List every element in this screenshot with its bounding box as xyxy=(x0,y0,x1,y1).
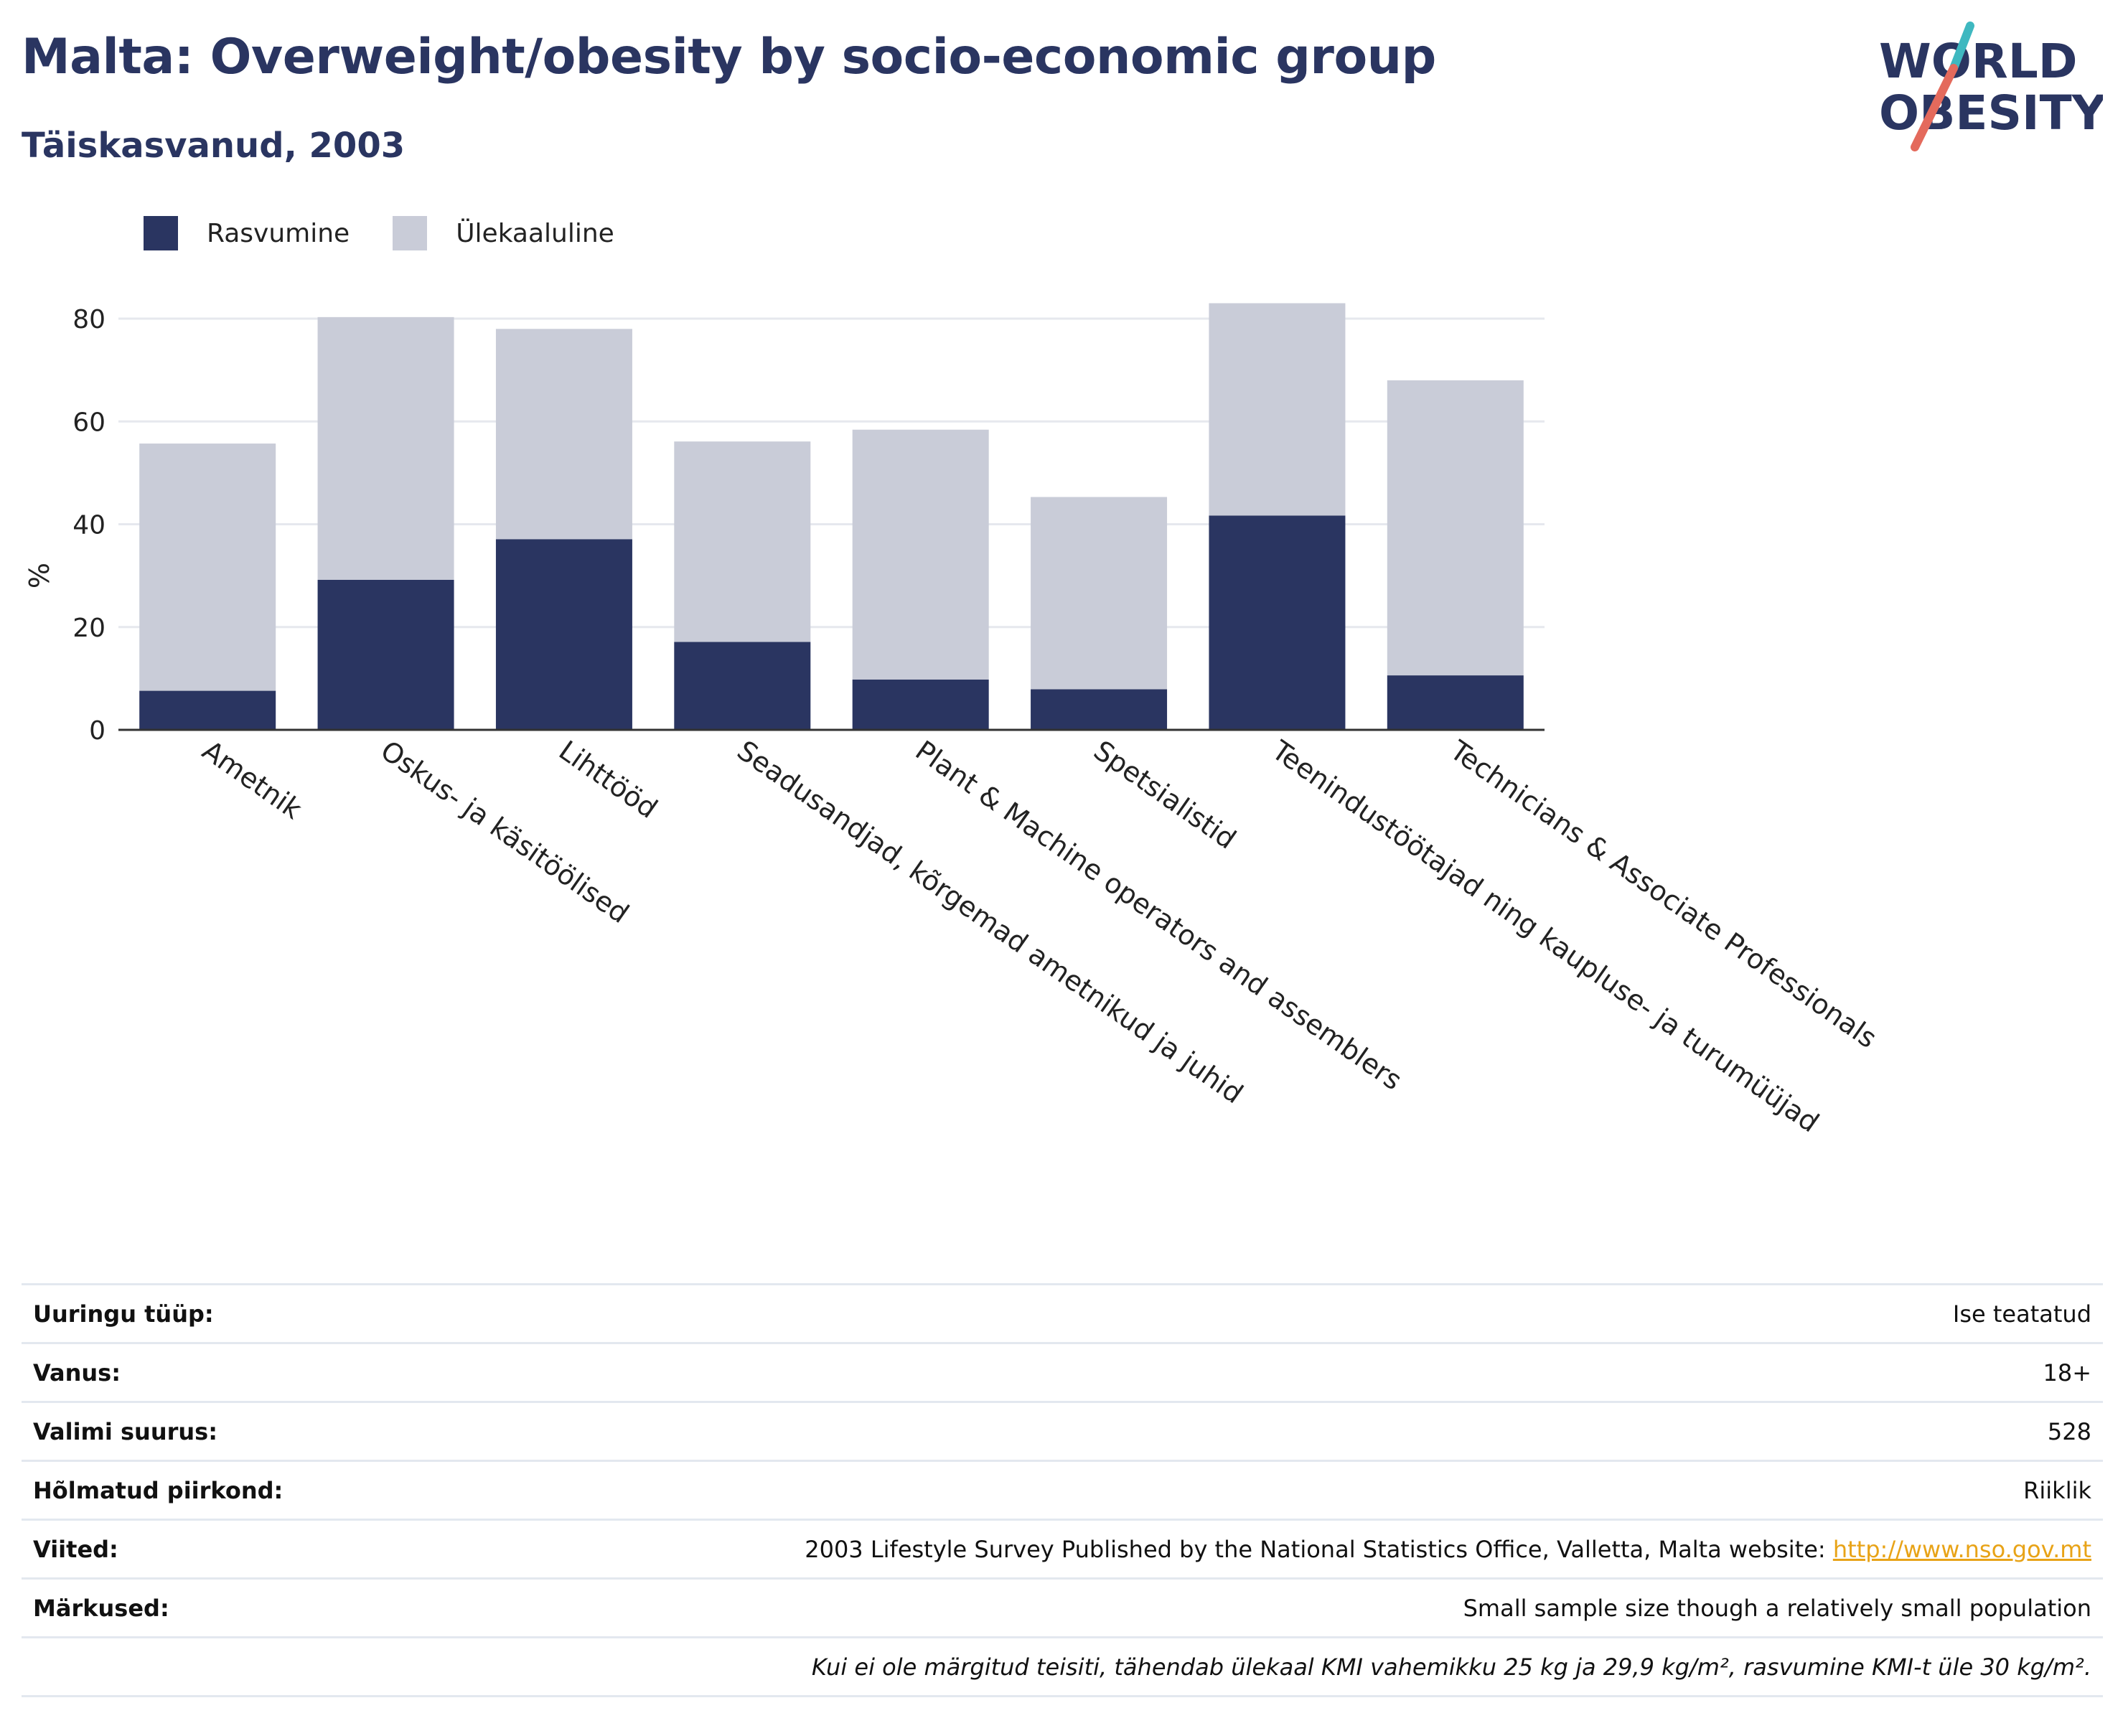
info-row-notes: Märkused: Small sample size though a rel… xyxy=(22,1578,2103,1638)
chart-title: Malta: Overweight/obesity by socio-econo… xyxy=(22,29,1436,85)
info-row-references: Viited: 2003 Lifestyle Survey Published … xyxy=(22,1519,2103,1579)
info-key: Märkused: xyxy=(33,1594,169,1622)
info-key: Uuringu tüüp: xyxy=(33,1300,214,1328)
bar-obesity xyxy=(139,690,276,730)
info-row-area-covered: Hõlmatud piirkond: Riiklik xyxy=(22,1460,2103,1520)
info-key: Valimi suurus: xyxy=(33,1417,218,1445)
info-key: Vanus: xyxy=(33,1359,121,1387)
bar-obesity xyxy=(317,579,454,730)
chart-subtitle: Täiskasvanud, 2003 xyxy=(22,126,406,166)
references-text: 2003 Lifestyle Survey Published by the N… xyxy=(805,1535,1833,1563)
info-key: Viited: xyxy=(33,1535,118,1563)
info-value: 18+ xyxy=(2043,1359,2091,1387)
bar-obesity xyxy=(1031,689,1168,730)
info-key: Hõlmatud piirkond: xyxy=(33,1476,283,1504)
bar-obesity xyxy=(1209,515,1346,730)
info-row-age: Vanus: 18+ xyxy=(22,1343,2103,1402)
legend-label-overweight: Ülekaaluline xyxy=(456,218,614,248)
legend-item-obesity[interactable]: Rasvumine xyxy=(144,216,350,250)
legend-swatch-obesity xyxy=(144,216,178,250)
bar-obesity xyxy=(852,679,989,730)
bar-overweight xyxy=(1031,497,1168,690)
info-row-footnote: Kui ei ole märgitud teisiti, tähendab ül… xyxy=(22,1637,2103,1697)
bar-obesity xyxy=(674,642,811,730)
logo-slash-bottom xyxy=(1911,64,1958,151)
info-value: 528 xyxy=(2047,1417,2091,1445)
x-tick-label: Ametnik xyxy=(197,734,308,825)
references-link[interactable]: http://www.nso.gov.mt xyxy=(1832,1535,2091,1563)
bar-overweight xyxy=(495,329,632,540)
bar-overweight xyxy=(852,429,989,680)
bar-overweight xyxy=(1387,380,1524,676)
y-tick-label: 80 xyxy=(72,305,106,334)
world-obesity-logo: WORLD OBESITY xyxy=(1879,22,2103,151)
info-value: Small sample size though a relatively sm… xyxy=(1463,1594,2091,1622)
y-tick-label: 20 xyxy=(72,614,106,643)
footnote: Kui ei ole märgitud teisiti, tähendab ül… xyxy=(811,1653,2091,1681)
info-value: 2003 Lifestyle Survey Published by the N… xyxy=(371,1520,2103,1579)
bar-obesity xyxy=(495,539,632,730)
legend-label-obesity: Rasvumine xyxy=(207,218,350,248)
chart-legend: Rasvumine Ülekaaluline xyxy=(144,212,657,255)
y-tick-label: 40 xyxy=(72,511,106,540)
legend-swatch-overweight xyxy=(393,216,428,250)
info-value: Riiklik xyxy=(2023,1476,2091,1504)
info-table: Uuringu tüüp: Ise teatatud Vanus: 18+ Va… xyxy=(22,1283,2103,1697)
bar-overweight xyxy=(317,316,454,580)
logo-slash-top xyxy=(1949,22,1974,72)
logo-text-world: WORLD xyxy=(1879,34,2078,89)
bar-obesity xyxy=(1387,675,1524,730)
y-tick-label: 0 xyxy=(89,716,106,746)
bar-overweight xyxy=(139,444,276,691)
info-row-survey-type: Uuringu tüüp: Ise teatatud xyxy=(22,1284,2103,1343)
y-tick-label: 60 xyxy=(72,408,106,437)
info-value: Ise teatatud xyxy=(1952,1300,2091,1328)
x-tick-label: Spetsialistid xyxy=(1088,734,1242,855)
bar-overweight xyxy=(1209,303,1346,516)
legend-item-overweight[interactable]: Ülekaaluline xyxy=(393,216,614,250)
y-axis-label: % xyxy=(24,563,55,588)
info-row-sample-size: Valimi suurus: 528 xyxy=(22,1402,2103,1461)
logo-text-obesity: OBESITY xyxy=(1879,85,2103,141)
x-tick-label: Lihttööd xyxy=(553,734,663,825)
bar-overweight xyxy=(674,441,811,642)
